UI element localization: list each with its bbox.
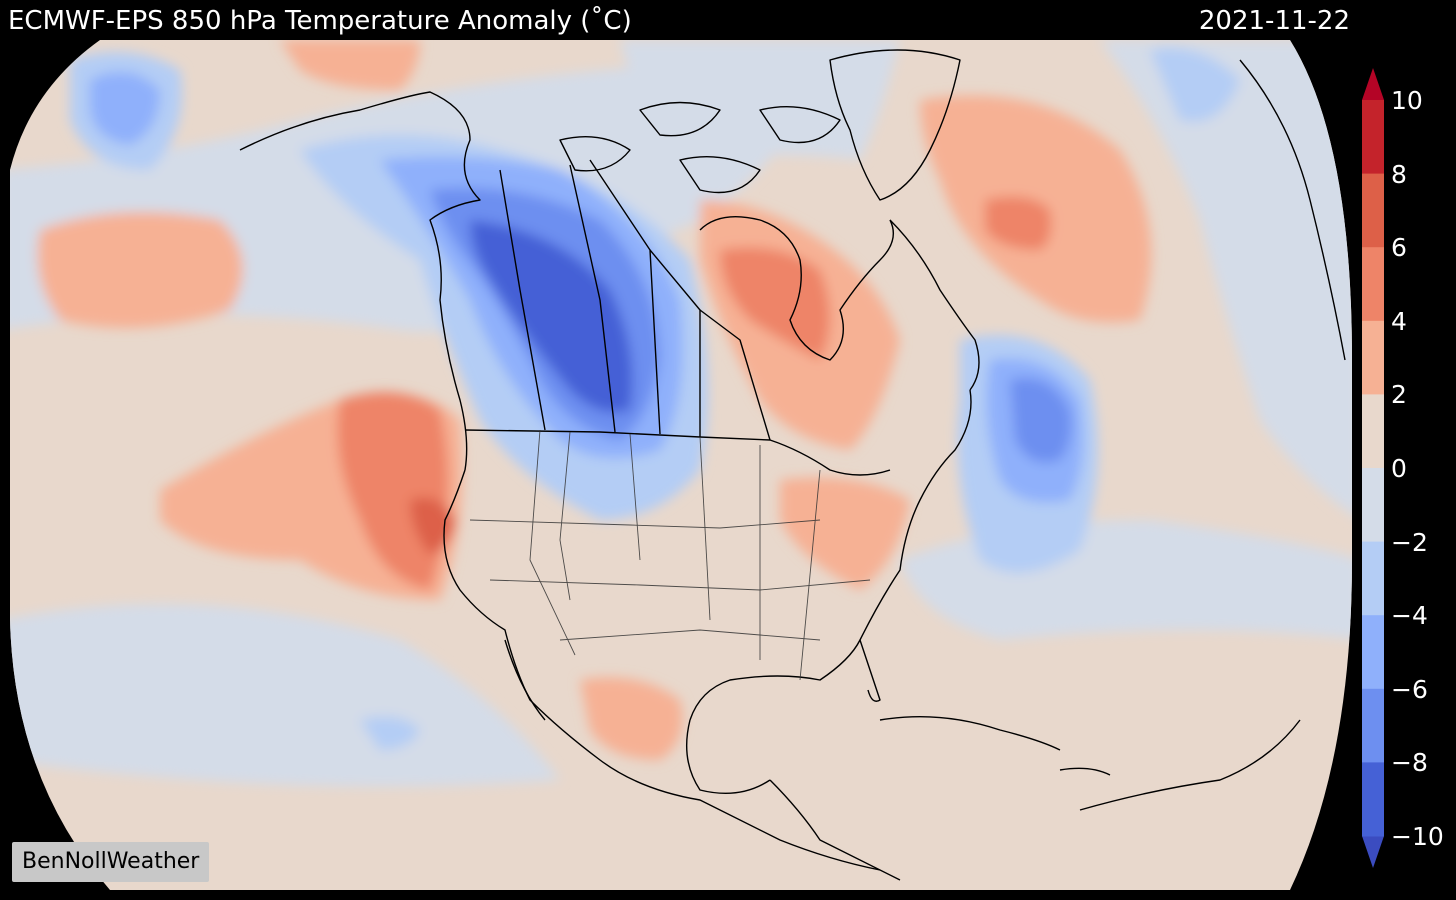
colorbar-segment bbox=[1362, 688, 1384, 763]
colorbar-segment bbox=[1362, 541, 1384, 616]
anomaly-contour bbox=[985, 196, 1052, 250]
anomaly-contour bbox=[90, 72, 160, 145]
colorbar-tick-label: 0 bbox=[1391, 454, 1407, 483]
colorbar-tick-label: 2 bbox=[1391, 380, 1407, 410]
colorbar-tick-label: −10 bbox=[1391, 822, 1444, 851]
anomaly-contour bbox=[470, 220, 633, 413]
anomaly-contour bbox=[10, 604, 560, 787]
anomaly-contour bbox=[720, 247, 830, 360]
anomaly-fields bbox=[10, 40, 1352, 787]
colorbar bbox=[1362, 68, 1384, 868]
colorbar-tick-label: −2 bbox=[1391, 527, 1428, 557]
colorbar-segment bbox=[1362, 173, 1384, 248]
colorbar-tick-label: 10 bbox=[1391, 86, 1423, 115]
anomaly-contour bbox=[1100, 40, 1352, 520]
anomaly-contour bbox=[1150, 48, 1240, 122]
colorbar-segment bbox=[1362, 762, 1384, 837]
anomaly-contour bbox=[620, 40, 900, 160]
colorbar-extend-max bbox=[1362, 68, 1384, 100]
anomaly-contour bbox=[780, 477, 910, 590]
colorbar-extend-min bbox=[1362, 836, 1384, 868]
colorbar-segment bbox=[1362, 247, 1384, 322]
anomaly-contour bbox=[580, 677, 683, 760]
coastlines-and-borders bbox=[239, 49, 1346, 881]
us-state-borders bbox=[469, 429, 871, 681]
chart-title: ECMWF-EPS 850 hPa Temperature Anomaly (˚… bbox=[8, 6, 632, 36]
valid-date: 2021-11-22 bbox=[1198, 6, 1350, 36]
colorbar-segment bbox=[1362, 100, 1384, 175]
colorbar-tick-label: −4 bbox=[1391, 601, 1428, 631]
anomaly-contour bbox=[1010, 378, 1072, 463]
colorbar-tick-label: 8 bbox=[1391, 159, 1407, 189]
colorbar-segment bbox=[1362, 394, 1384, 469]
colorbar-segment bbox=[1362, 320, 1384, 395]
colorbar-tick-label: 4 bbox=[1391, 306, 1407, 336]
anomaly-contour bbox=[280, 40, 420, 90]
anomaly-contour bbox=[360, 716, 420, 750]
colorbar-tick-label: −8 bbox=[1391, 748, 1428, 778]
credit-label: BenNollWeather bbox=[12, 842, 210, 882]
anomaly-contour bbox=[37, 212, 243, 328]
colorbar-tick-label: −6 bbox=[1391, 674, 1428, 704]
colorbar-segment bbox=[1362, 615, 1384, 690]
colorbar-tick-label: 6 bbox=[1391, 233, 1407, 263]
colorbar-segment bbox=[1362, 468, 1384, 543]
